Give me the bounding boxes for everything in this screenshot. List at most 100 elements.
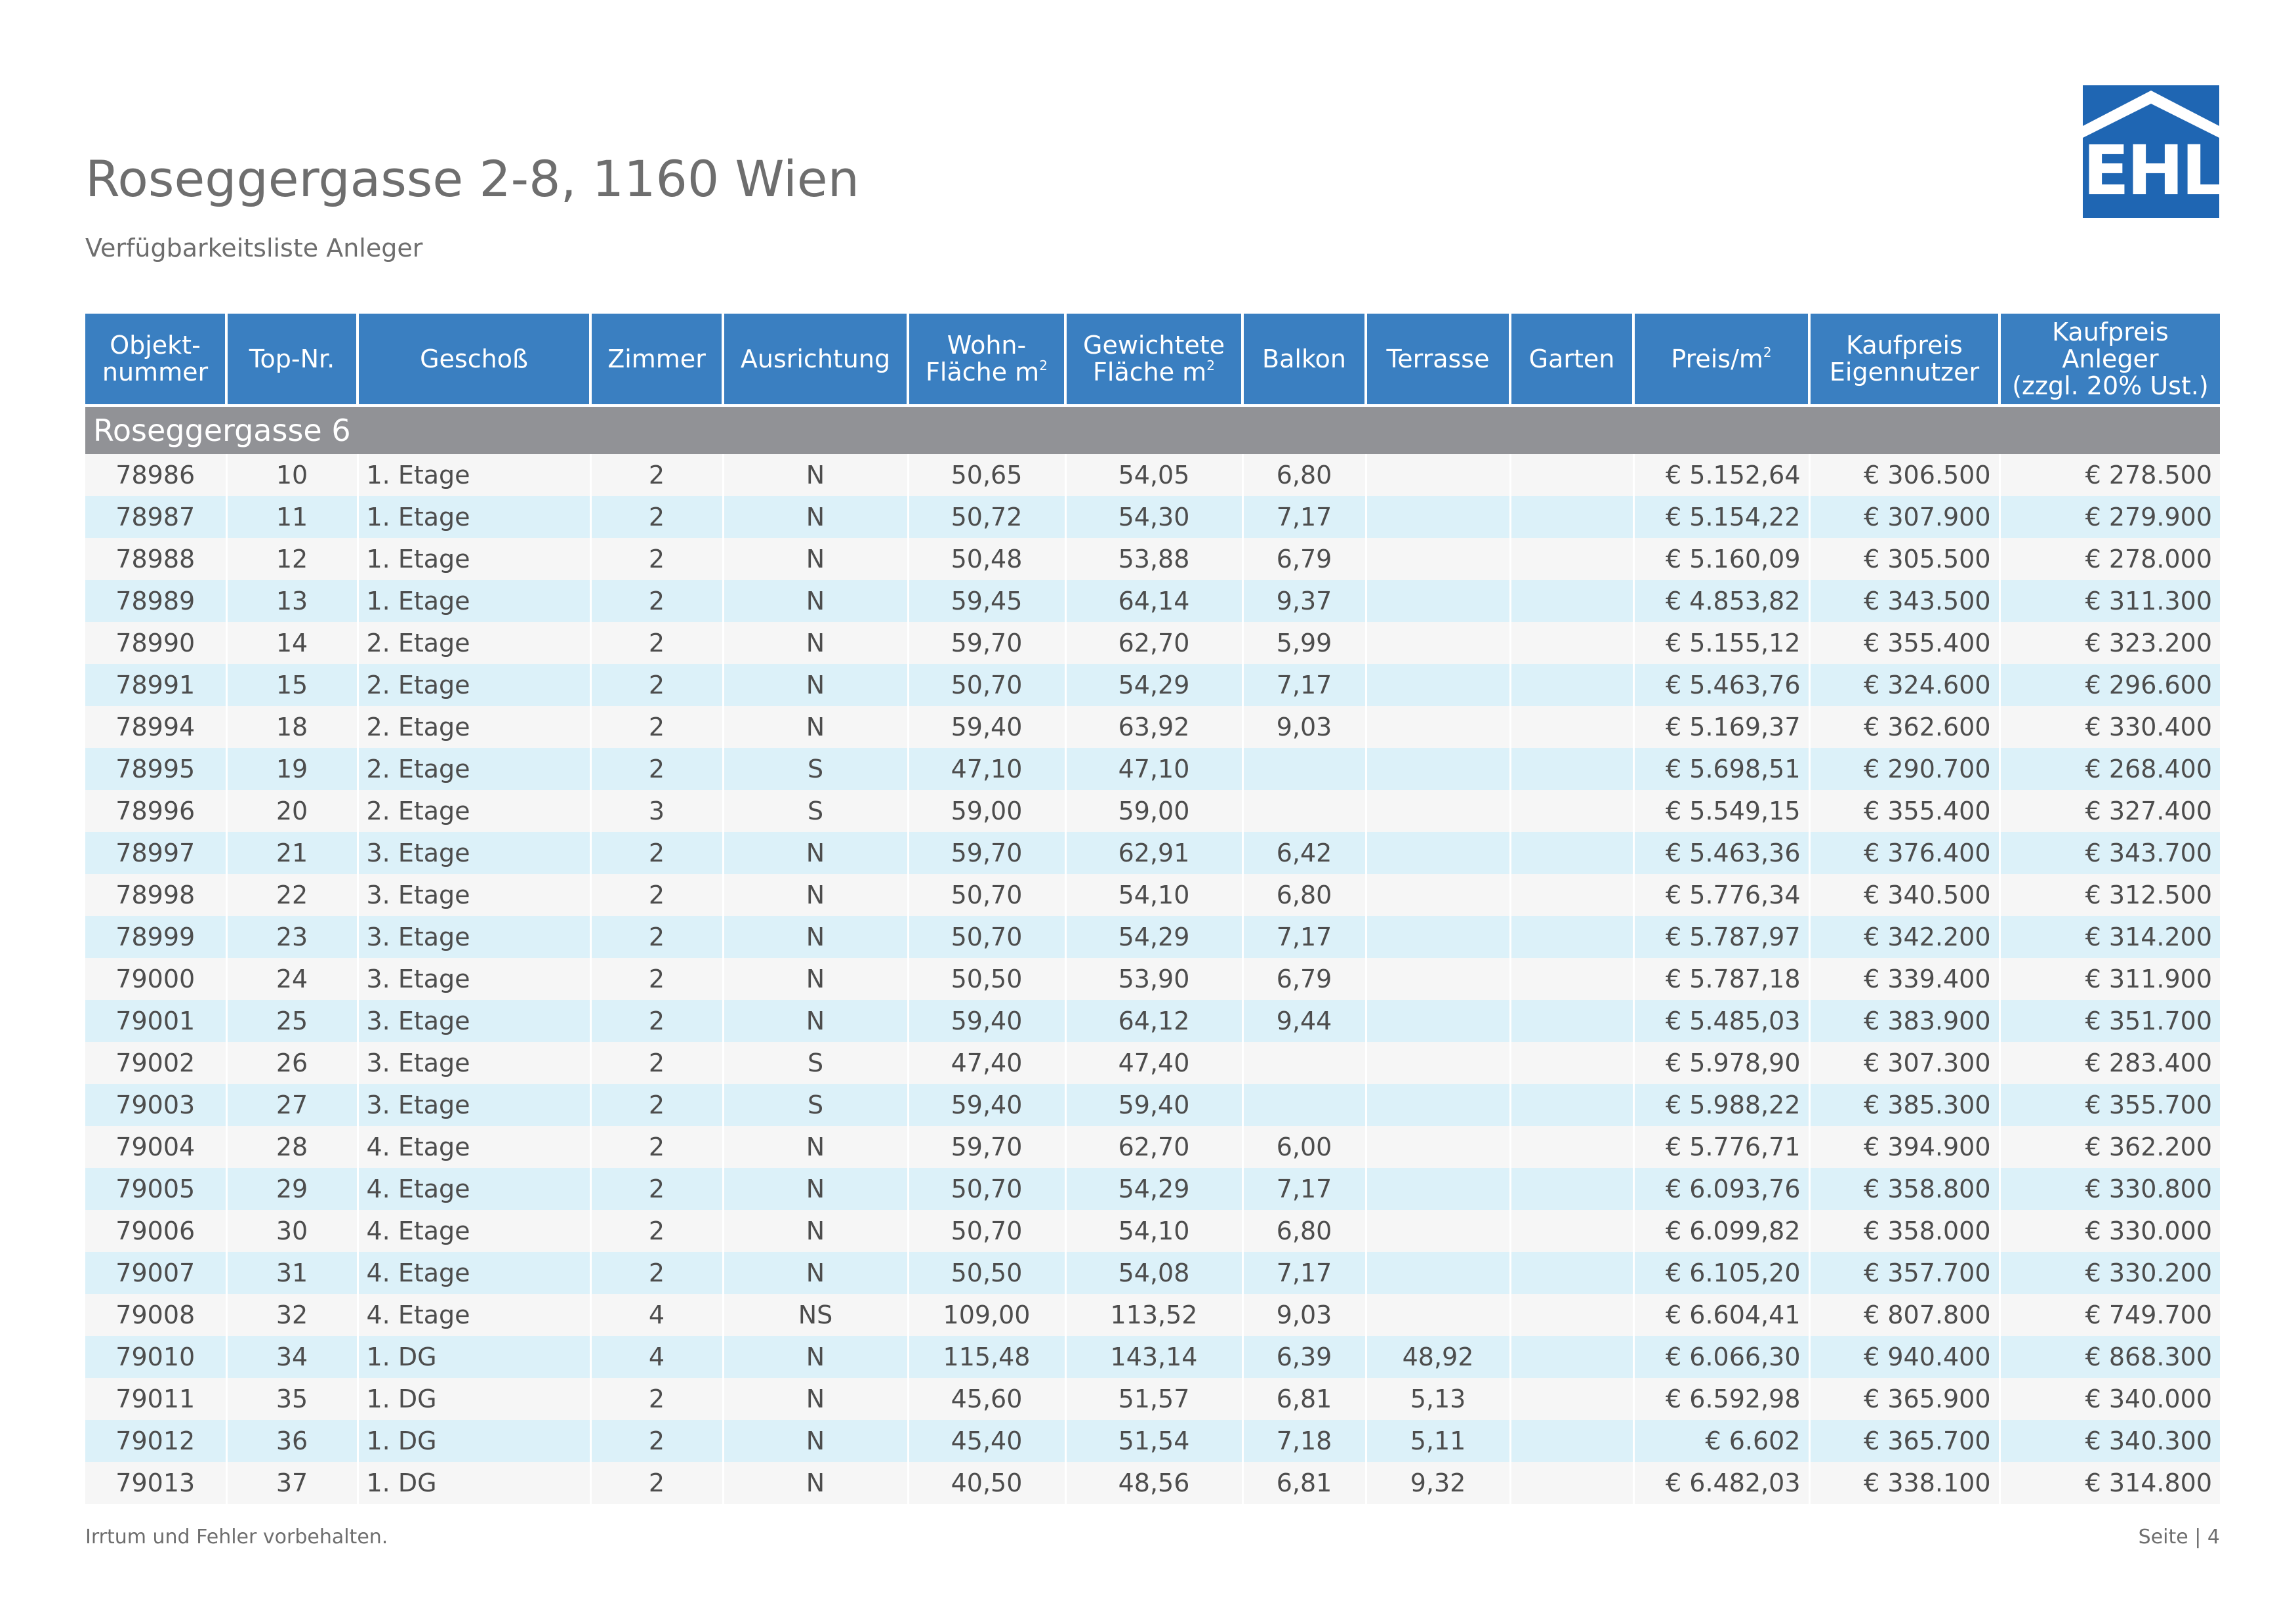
cell-balkon <box>1242 1042 1367 1084</box>
table-header: Objekt-nummer Top-Nr. Geschoß Zimmer Ausrich… <box>85 311 2220 407</box>
cell-terrasse <box>1366 1042 1511 1084</box>
group-label: Roseggergasse 6 <box>85 406 2220 454</box>
cell-preis-pro-m2: € 5.549,15 <box>1633 790 1811 832</box>
cell-kaufpreis-eigennutzer: € 383.900 <box>1809 1000 2001 1042</box>
cell-terrasse <box>1366 1252 1511 1294</box>
cell-preis-pro-m2: € 5.463,76 <box>1633 664 1811 706</box>
cell-kaufpreis-anleger: € 340.000 <box>1999 1378 2220 1420</box>
table-row: 78999 23 3. Etage 2 N 50,70 54,29 7,17 € 5.787,9… <box>85 916 2220 958</box>
unit-superscript: 2 <box>1763 344 1772 360</box>
cell-geschoss: 2. Etage <box>358 748 592 790</box>
cell-garten <box>1510 538 1635 580</box>
cell-geschoss: 1. Etage <box>358 538 592 580</box>
cell-objekt-nummer: 79004 <box>85 1126 228 1168</box>
cell-ausrichtung: N <box>723 622 909 664</box>
cell-garten <box>1510 1462 1635 1504</box>
cell-wohnflaeche: 50,50 <box>908 958 1067 1000</box>
cell-preis-pro-m2: € 5.776,71 <box>1633 1126 1811 1168</box>
cell-objekt-nummer: 78986 <box>85 454 228 496</box>
column-header: Gewichtete Fläche m2 <box>1064 311 1244 407</box>
cell-terrasse <box>1366 454 1511 496</box>
cell-balkon: 6,00 <box>1242 1126 1367 1168</box>
cell-geschoss: 4. Etage <box>358 1210 592 1252</box>
cell-top-nr: 28 <box>226 1126 359 1168</box>
cell-kaufpreis-eigennutzer: € 358.000 <box>1809 1210 2001 1252</box>
column-header: Objekt-nummer <box>85 311 228 407</box>
cell-objekt-nummer: 78988 <box>85 538 228 580</box>
cell-objekt-nummer: 78987 <box>85 496 228 538</box>
cell-geschoss: 3. Etage <box>358 874 592 916</box>
cell-preis-pro-m2: € 5.787,97 <box>1633 916 1811 958</box>
cell-ausrichtung: N <box>723 454 909 496</box>
cell-wohnflaeche: 59,45 <box>908 580 1067 622</box>
cell-kaufpreis-eigennutzer: € 385.300 <box>1809 1084 2001 1126</box>
cell-top-nr: 22 <box>226 874 359 916</box>
cell-garten <box>1510 958 1635 1000</box>
cell-ausrichtung: N <box>723 496 909 538</box>
cell-ausrichtung: S <box>723 748 909 790</box>
cell-terrasse <box>1366 580 1511 622</box>
cell-garten <box>1510 874 1635 916</box>
cell-wohnflaeche: 50,70 <box>908 874 1067 916</box>
cell-ausrichtung: N <box>723 1378 909 1420</box>
cell-garten <box>1510 1000 1635 1042</box>
cell-kaufpreis-anleger: € 327.400 <box>1999 790 2220 832</box>
cell-terrasse <box>1366 832 1511 874</box>
column-header-text: Gewichtete <box>1083 331 1225 360</box>
cell-objekt-nummer: 79006 <box>85 1210 228 1252</box>
column-header: Ausrichtung <box>722 311 909 407</box>
column-header-text: Kaufpreis <box>1846 331 1963 360</box>
column-header: Kaufpreis Anleger (zzgl. 20% Ust.) <box>1998 311 2220 407</box>
cell-balkon: 7,17 <box>1242 1168 1367 1210</box>
cell-top-nr: 34 <box>226 1336 359 1378</box>
cell-terrasse <box>1366 664 1511 706</box>
logo-text: EHL <box>2083 131 2224 211</box>
cell-gewichtete-flaeche: 51,54 <box>1065 1420 1244 1462</box>
cell-gewichtete-flaeche: 54,29 <box>1065 1168 1244 1210</box>
cell-balkon <box>1242 790 1367 832</box>
cell-geschoss: 2. Etage <box>358 706 592 748</box>
column-header: Garten <box>1509 311 1635 407</box>
cell-garten <box>1510 1294 1635 1336</box>
cell-wohnflaeche: 115,48 <box>908 1336 1067 1378</box>
cell-top-nr: 29 <box>226 1168 359 1210</box>
cell-garten <box>1510 706 1635 748</box>
cell-geschoss: 1. Etage <box>358 580 592 622</box>
column-header: Top-Nr. <box>225 311 359 407</box>
cell-gewichtete-flaeche: 64,12 <box>1065 1000 1244 1042</box>
cell-balkon: 7,17 <box>1242 496 1367 538</box>
cell-balkon: 9,03 <box>1242 706 1367 748</box>
cell-zimmer: 2 <box>590 748 724 790</box>
cell-balkon: 6,80 <box>1242 1210 1367 1252</box>
cell-preis-pro-m2: € 6.482,03 <box>1633 1462 1811 1504</box>
cell-wohnflaeche: 50,72 <box>908 496 1067 538</box>
cell-top-nr: 20 <box>226 790 359 832</box>
cell-ausrichtung: N <box>723 1000 909 1042</box>
cell-ausrichtung: N <box>723 1126 909 1168</box>
table-row: 79011 35 1. DG 2 N 45,60 51,57 6,81 5,13 € 6.592,… <box>85 1378 2220 1420</box>
cell-geschoss: 4. Etage <box>358 1294 592 1336</box>
cell-wohnflaeche: 50,70 <box>908 916 1067 958</box>
cell-top-nr: 15 <box>226 664 359 706</box>
cell-gewichtete-flaeche: 53,90 <box>1065 958 1244 1000</box>
cell-preis-pro-m2: € 5.154,22 <box>1633 496 1811 538</box>
cell-zimmer: 2 <box>590 706 724 748</box>
cell-wohnflaeche: 45,40 <box>908 1420 1067 1462</box>
cell-top-nr: 37 <box>226 1462 359 1504</box>
cell-balkon: 7,18 <box>1242 1420 1367 1462</box>
cell-gewichtete-flaeche: 54,29 <box>1065 664 1244 706</box>
cell-geschoss: 3. Etage <box>358 832 592 874</box>
cell-kaufpreis-anleger: € 278.000 <box>1999 538 2220 580</box>
cell-ausrichtung: NS <box>723 1294 909 1336</box>
cell-balkon: 6,81 <box>1242 1462 1367 1504</box>
cell-kaufpreis-eigennutzer: € 362.600 <box>1809 706 2001 748</box>
cell-top-nr: 23 <box>226 916 359 958</box>
cell-kaufpreis-eigennutzer: € 365.700 <box>1809 1420 2001 1462</box>
cell-wohnflaeche: 109,00 <box>908 1294 1067 1336</box>
table-row: 78990 14 2. Etage 2 N 59,70 62,70 5,99 € 5.155,1… <box>85 622 2220 664</box>
cell-top-nr: 30 <box>226 1210 359 1252</box>
cell-geschoss: 1. DG <box>358 1378 592 1420</box>
cell-kaufpreis-eigennutzer: € 340.500 <box>1809 874 2001 916</box>
column-header: Wohn- Fläche m2 <box>907 311 1067 407</box>
table-row: 79004 28 4. Etage 2 N 59,70 62,70 6,00 € 5.776,7… <box>85 1126 2220 1168</box>
